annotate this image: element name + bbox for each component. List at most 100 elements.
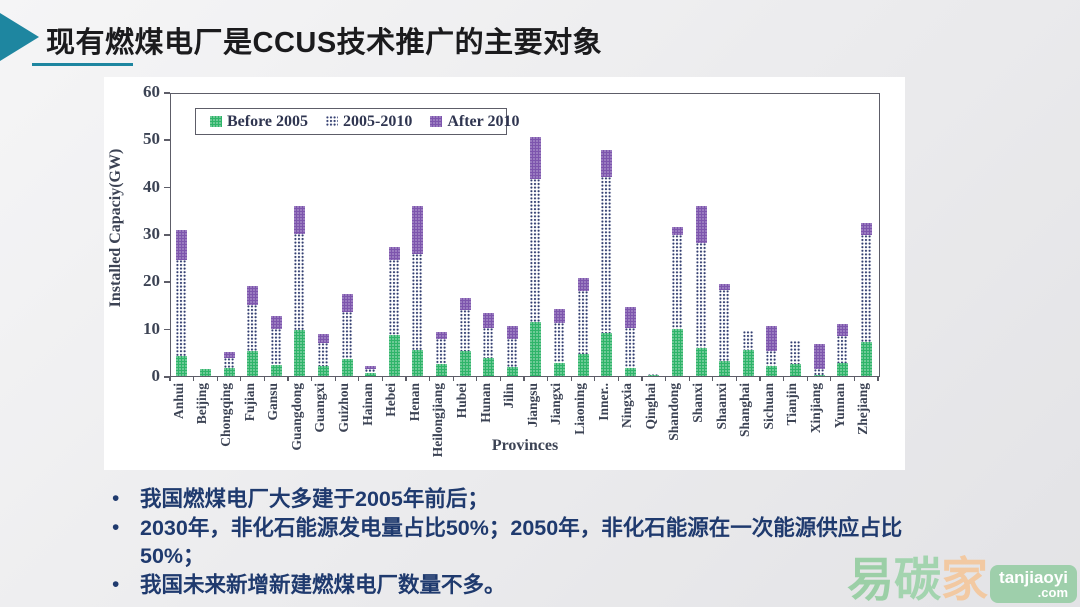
bar-segment-hubei-2005-2010 <box>459 309 471 351</box>
bar-segment-hunan-before-2005 <box>483 357 495 376</box>
y-tick-mark <box>164 234 170 236</box>
x-tick-mark <box>428 377 431 381</box>
x-category-label-yunnan: Yunnan <box>831 383 847 429</box>
bar-segment-shanghai-2005-2010 <box>742 331 754 350</box>
x-tick-mark <box>853 377 856 381</box>
x-tick-mark <box>476 377 478 381</box>
plot-area <box>170 93 880 377</box>
bar-segment-gansu-after-2010 <box>270 315 282 329</box>
bar-segment-hubei-after-2010 <box>459 298 471 310</box>
bar-segment-gansu-before-2005 <box>270 365 282 376</box>
watermark-badge-text: .com <box>1037 585 1068 601</box>
x-tick-mark <box>452 377 454 381</box>
bar-segment-xinjiang-2005-2010 <box>813 368 825 376</box>
bar-segment-guizhou-2005-2010 <box>341 311 353 360</box>
bar-segment-inner-before-2005 <box>601 332 613 376</box>
x-tick-mark <box>240 377 242 381</box>
watermark-char: 家 <box>941 553 989 606</box>
bar-segment-guangxi-before-2005 <box>317 366 329 376</box>
bar-segment-jiangsu-2005-2010 <box>530 179 542 322</box>
y-tick-label-30: 30 <box>143 224 160 243</box>
bar-segment-liaoning-2005-2010 <box>577 290 589 355</box>
x-tick-mark <box>712 377 714 381</box>
x-tick-mark <box>405 377 407 381</box>
bar-segment-jilin-before-2005 <box>506 366 518 376</box>
bar-segment-shandong-after-2010 <box>671 227 683 236</box>
bar-segment-heilongjiang-before-2005 <box>435 363 447 376</box>
x-tick-mark <box>546 377 549 381</box>
bar-segment-liaoning-after-2010 <box>577 277 589 291</box>
x-category-label-qinghai: Qinghai <box>642 383 658 430</box>
y-tick-label-50: 50 <box>143 129 160 149</box>
bar-segment-sichuan-before-2005 <box>766 365 778 376</box>
y-tick-label-60: 60 <box>143 82 160 101</box>
x-tick-mark <box>381 377 384 381</box>
watermark-char: 碳 <box>894 553 942 606</box>
legend-swatch-purple-icon <box>430 116 443 127</box>
bar-segment-shanxi-2005-2010 <box>695 242 707 348</box>
x-category-label-ningxia: Ningxia <box>619 383 635 429</box>
x-category-label-hainan: Hainan <box>359 383 375 426</box>
x-tick-mark <box>806 377 808 381</box>
watermark-char: 易 <box>847 553 895 606</box>
title-underline <box>32 63 133 66</box>
y-axis-labels: 0 10 20 30 40 50 60 <box>104 77 170 470</box>
bar-segment-fujian-after-2010 <box>247 285 259 305</box>
bar-segment-zhejiang-before-2005 <box>860 341 872 376</box>
x-category-label-anhui: Anhui <box>170 383 186 420</box>
bar-segment-jiangsu-after-2010 <box>530 137 542 180</box>
bar-segment-guangdong-2005-2010 <box>294 234 306 331</box>
x-category-label-hunan: Hunan <box>477 383 493 423</box>
y-tick-mark <box>164 92 170 94</box>
x-tick-mark <box>310 377 313 381</box>
bar-segment-inner-2005-2010 <box>601 177 613 333</box>
bar-segment-xinjiang-before-2005 <box>813 375 825 376</box>
x-category-label-jilin: Jilin <box>501 383 517 409</box>
chart-panel: 0 10 20 30 40 50 60 Installed Capaciy(GW) Anhu… <box>104 77 905 470</box>
x-tick-mark <box>570 377 572 381</box>
bar-segment-shanxi-before-2005 <box>695 347 707 376</box>
bar-segment-jiangxi-before-2005 <box>553 362 565 376</box>
bar-segment-shaanxi-2005-2010 <box>719 289 731 361</box>
bar-segment-beijing-before-2005 <box>199 368 211 376</box>
bullet-text: 我国燃煤电厂大多建于2005年前后； <box>140 487 489 511</box>
bar-segment-yunnan-2005-2010 <box>837 335 849 363</box>
x-tick-mark <box>877 377 879 381</box>
x-tick-mark <box>334 377 336 381</box>
x-tick-mark <box>782 377 785 381</box>
bar-segment-tianjin-2005-2010 <box>789 341 801 365</box>
bar-segment-ningxia-after-2010 <box>624 307 636 328</box>
bullet-text: 2030年，非化石能源发电量占比50%；2050年，非化石能源在一次能源供应占比… <box>140 516 903 568</box>
x-category-label-sichuan: Sichuan <box>760 383 776 430</box>
x-category-label-fujian: Fujian <box>241 383 257 422</box>
y-tick-mark <box>164 139 170 141</box>
bar-segment-gansu-2005-2010 <box>270 328 282 366</box>
bar-segment-inner-after-2010 <box>601 150 613 178</box>
bar-segment-shanxi-after-2010 <box>695 205 707 243</box>
x-category-label-hebei: Hebei <box>383 383 399 417</box>
x-category-label-tianjin: Tianjin <box>784 383 800 426</box>
bar-segment-jilin-after-2010 <box>506 325 518 340</box>
bullet-list: • 我国燃煤电厂大多建于2005年前后； • 2030年，非化石能源发电量占比5… <box>112 485 914 600</box>
legend-label: 2005-2010 <box>343 112 413 130</box>
bar-segment-shanghai-before-2005 <box>742 350 754 376</box>
y-tick-label-20: 20 <box>143 271 160 291</box>
watermark-brand: 易 碳 家 <box>847 556 988 603</box>
list-item: • 2030年，非化石能源发电量占比50%；2050年，非化石能源在一次能源供应… <box>112 514 914 570</box>
bar-segment-heilongjiang-after-2010 <box>435 332 447 340</box>
bar-segment-shaanxi-after-2010 <box>719 284 731 290</box>
x-tick-mark <box>664 377 667 381</box>
bar-segment-hebei-before-2005 <box>388 335 400 376</box>
x-tick-mark <box>594 377 596 381</box>
x-tick-mark <box>688 377 690 381</box>
x-tick-mark <box>169 377 171 381</box>
bar-segment-hainan-2005-2010 <box>365 369 377 374</box>
y-tick-label-0: 0 <box>151 366 161 385</box>
chart-legend: Before 2005 2005-2010 After 2010 <box>195 108 519 135</box>
bar-segment-sichuan-2005-2010 <box>766 351 778 366</box>
bar-segment-henan-before-2005 <box>412 349 424 376</box>
title-arrow-icon <box>0 13 39 61</box>
bar-segment-chongqing-after-2010 <box>223 352 235 358</box>
x-category-label-gansu: Gansu <box>265 383 281 421</box>
